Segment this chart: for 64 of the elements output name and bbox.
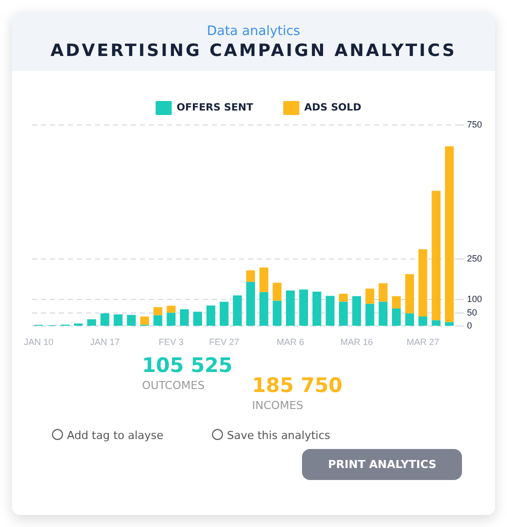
bar <box>114 314 123 326</box>
bar <box>418 316 428 326</box>
bar <box>378 283 388 302</box>
bar <box>87 319 96 326</box>
bar <box>140 316 150 325</box>
y-tick-label: 250 <box>466 254 482 264</box>
x-tick-label: MAR 27 <box>406 337 440 348</box>
bar <box>100 313 110 326</box>
y-tick-label: 50 <box>466 307 477 318</box>
bar <box>286 290 295 326</box>
chart-title: ADVERTISING CAMPAIGN ANALYTICS <box>50 41 458 61</box>
bar <box>405 274 414 314</box>
bar <box>153 315 162 326</box>
bar <box>338 302 348 326</box>
bar <box>166 312 176 326</box>
bar <box>312 292 322 326</box>
bar <box>272 300 282 326</box>
bar <box>365 304 374 326</box>
bar <box>432 320 441 326</box>
x-tick-label: MAR 16 <box>340 337 373 348</box>
bar <box>392 296 401 308</box>
y-tick-label: 100 <box>466 294 482 304</box>
text: Save this analytics <box>226 429 330 442</box>
legend-label: OFFERS SENT <box>176 102 254 114</box>
text: INCOMES <box>252 399 304 412</box>
bar <box>259 292 268 326</box>
y-tick-label: 0 <box>466 320 472 331</box>
bar <box>246 270 256 282</box>
bar <box>418 249 428 317</box>
bar <box>259 267 268 292</box>
x-tick-label: FEV 27 <box>209 337 240 348</box>
bar <box>338 294 348 302</box>
bar <box>126 314 136 326</box>
bar <box>153 307 162 316</box>
bar <box>193 312 202 326</box>
x-tick-label: FEV 3 <box>158 337 184 348</box>
bar <box>299 289 308 326</box>
x-tick-label: JAN 10 <box>24 337 54 348</box>
bar <box>246 282 256 326</box>
legend-label: ADS SOLD <box>304 102 362 114</box>
bar <box>432 190 441 320</box>
bar <box>326 296 335 326</box>
bar <box>180 309 189 326</box>
bar <box>392 308 401 326</box>
text: 185 750 <box>252 373 342 397</box>
bar <box>365 288 374 304</box>
bar <box>166 306 176 313</box>
y-tick-label: 750 <box>466 119 482 130</box>
bar <box>352 296 362 326</box>
x-tick-label: JAN 17 <box>90 337 120 348</box>
chart-subtitle: Data analytics <box>206 24 302 39</box>
bar <box>378 302 388 326</box>
x-tick-label: MAR 6 <box>276 337 304 348</box>
bar <box>405 313 414 326</box>
text: OUTCOMES <box>142 379 205 392</box>
bar <box>232 295 242 326</box>
bar <box>272 282 282 301</box>
bar <box>206 306 216 326</box>
text: Add tag to alayse <box>66 429 164 442</box>
bar <box>444 146 454 322</box>
text: PRINT ANALYTICS <box>302 449 462 480</box>
bar <box>220 302 229 326</box>
text: 105 525 <box>142 353 232 377</box>
bar <box>444 322 454 326</box>
